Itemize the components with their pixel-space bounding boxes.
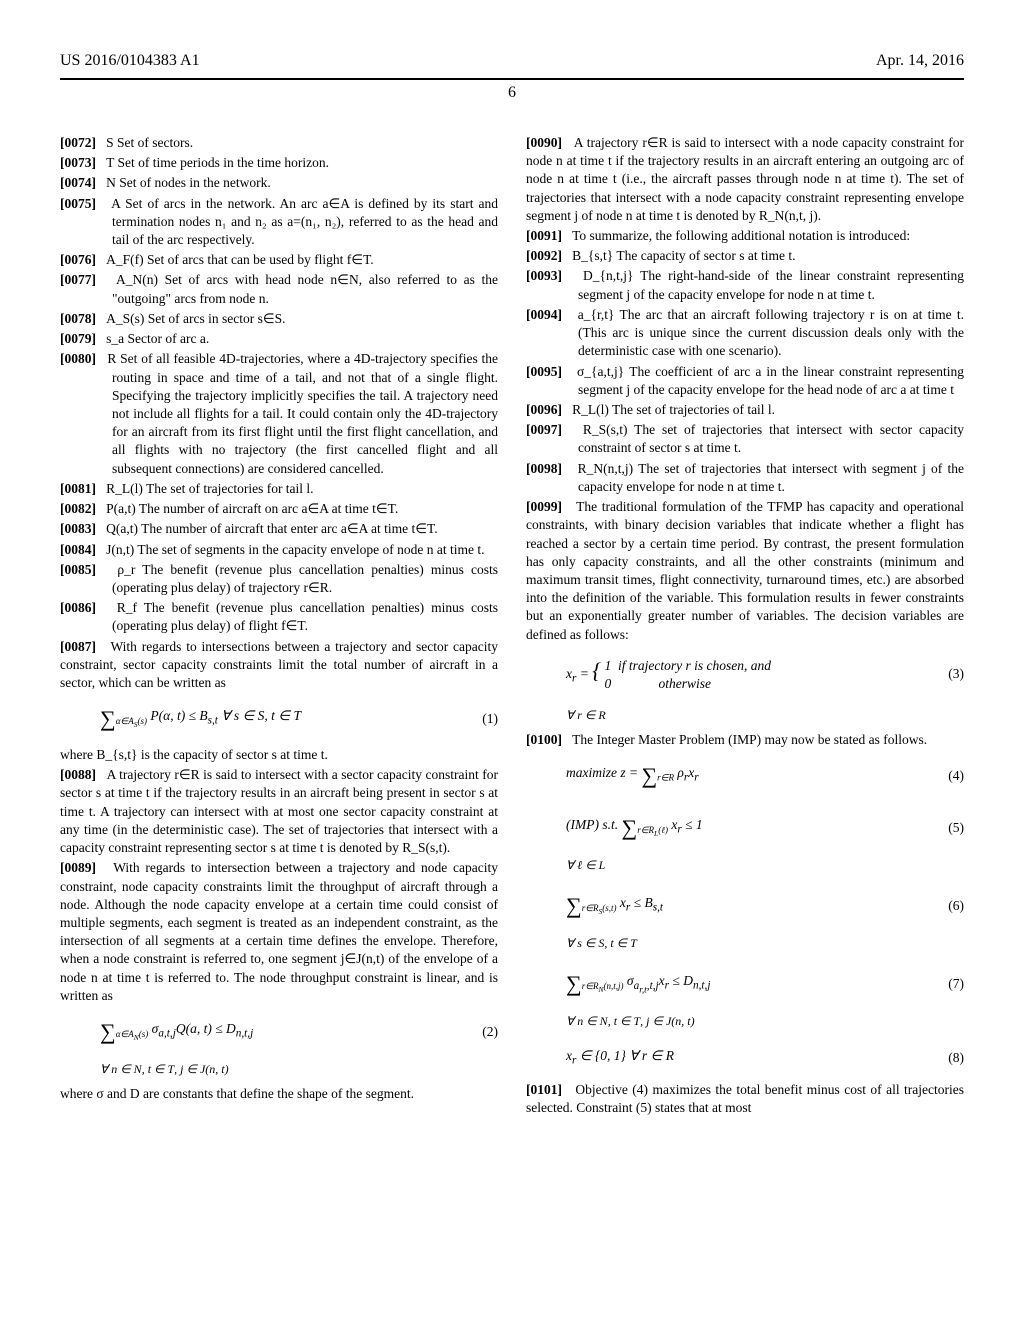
body-para: [0100] The Integer Master Problem (IMP) … bbox=[526, 731, 964, 749]
def-item: [0076] A_F(f) Set of arcs that can be us… bbox=[60, 251, 498, 269]
body-para: [0091] To summarize, the following addit… bbox=[526, 227, 964, 245]
publication-date: Apr. 14, 2016 bbox=[876, 50, 964, 72]
body-columns: [0072] S Set of sectors. [0073] T Set of… bbox=[60, 134, 964, 1117]
body-para: [0087] With regards to intersections bet… bbox=[60, 638, 498, 693]
body-para: [0088] A trajectory r∈R is said to inter… bbox=[60, 766, 498, 857]
equation-3: xr = { 1 if trajectory r is chosen, and0… bbox=[526, 646, 964, 703]
def-item: [0095] σ_{a,t,j} The coefficient of arc … bbox=[526, 363, 964, 399]
text: A_N(n) Set of arcs with head node n∈N, a… bbox=[112, 272, 498, 305]
eq-num: (7) bbox=[948, 975, 964, 993]
text: A trajectory r∈R is said to intersect wi… bbox=[60, 767, 498, 855]
text: Objective (4) maximizes the total benefi… bbox=[526, 1082, 964, 1115]
text: ρ_r The benefit (revenue plus cancellati… bbox=[112, 562, 498, 595]
def-item: [0093] D_{n,t,j} The right-hand-side of … bbox=[526, 267, 964, 303]
text: R_N(n,t,j) The set of trajectories that … bbox=[578, 461, 964, 494]
text: R_S(s,t) The set of trajectories that in… bbox=[578, 422, 964, 455]
def-item: [0072] S Set of sectors. bbox=[60, 134, 498, 152]
equation-5: (IMP) s.t. ∑r∈RL(ℓ) xr ≤ 1 (5) bbox=[526, 803, 964, 853]
equation-1: ∑α∈AS(s) P(α, t) ≤ Bs,t ∀ s ∈ S, t ∈ T (… bbox=[60, 694, 498, 744]
def-item: [0094] a_{r,t} The arc that an aircraft … bbox=[526, 306, 964, 361]
header-rule bbox=[60, 78, 964, 80]
text: A trajectory r∈R is said to intersect wi… bbox=[526, 135, 964, 223]
text: With regards to intersections between a … bbox=[60, 639, 498, 690]
equation-6: ∑r∈RS(s,t) xr ≤ Bs,t (6) bbox=[526, 881, 964, 931]
body-para: where B_{s,t} is the capacity of sector … bbox=[60, 746, 498, 764]
eq-cond: ∀ s ∈ S, t ∈ T bbox=[566, 935, 964, 951]
def-item: [0083] Q(a,t) The number of aircraft tha… bbox=[60, 520, 498, 538]
page-header: US 2016/0104383 A1 Apr. 14, 2016 bbox=[60, 50, 964, 72]
eq-cond: ∀ n ∈ N, t ∈ T, j ∈ J(n, t) bbox=[100, 1061, 498, 1077]
def-item: [0082] P(a,t) The number of aircraft on … bbox=[60, 500, 498, 518]
text: where σ and D are constants that define … bbox=[60, 1086, 414, 1101]
def-item: [0092] B_{s,t} The capacity of sector s … bbox=[526, 247, 964, 265]
equation-7: ∑r∈RN(n,t,j) σar,t,t,jxr ≤ Dn,t,j (7) bbox=[526, 959, 964, 1009]
equation-2: ∑α∈AN(s) σa,t,jQ(a, t) ≤ Dn,t,j (2) bbox=[60, 1007, 498, 1057]
text: R_L(l) The set of trajectories of tail l… bbox=[572, 402, 775, 417]
text: A Set of arcs in the network. An arc a∈A… bbox=[111, 196, 498, 247]
text: T Set of time periods in the time horizo… bbox=[106, 155, 329, 170]
text: The Integer Master Problem (IMP) may now… bbox=[572, 732, 927, 747]
def-item: [0078] A_S(s) Set of arcs in sector s∈S. bbox=[60, 310, 498, 328]
def-item: [0080] R Set of all feasible 4D-trajecto… bbox=[60, 350, 498, 478]
body-para: [0101] Objective (4) maximizes the total… bbox=[526, 1081, 964, 1117]
text: A_F(f) Set of arcs that can be used by f… bbox=[106, 252, 374, 267]
text: N Set of nodes in the network. bbox=[106, 175, 271, 190]
text: σ_{a,t,j} The coefficient of arc a in th… bbox=[577, 364, 964, 397]
def-item: [0075] A Set of arcs in the network. An … bbox=[60, 195, 498, 250]
equation-4: maximize z = ∑r∈R ρrxr (4) bbox=[526, 751, 964, 801]
body-para: where σ and D are constants that define … bbox=[60, 1085, 498, 1103]
text: S Set of sectors. bbox=[106, 135, 193, 150]
text: D_{n,t,j} The right-hand-side of the lin… bbox=[578, 268, 964, 301]
def-item: [0073] T Set of time periods in the time… bbox=[60, 154, 498, 172]
eq-num: (8) bbox=[948, 1049, 964, 1067]
text: R_f The benefit (revenue plus cancellati… bbox=[112, 600, 498, 633]
text: A_S(s) Set of arcs in sector s∈S. bbox=[106, 311, 285, 326]
body-para: [0090] A trajectory r∈R is said to inter… bbox=[526, 134, 964, 225]
text: Q(a,t) The number of aircraft that enter… bbox=[106, 521, 438, 536]
eq-num: (4) bbox=[948, 767, 964, 785]
eq-num: (1) bbox=[482, 710, 498, 728]
equation-8: xr ∈ {0, 1} ∀ r ∈ R (8) bbox=[526, 1037, 964, 1079]
text: With regards to intersection between a t… bbox=[60, 860, 498, 1003]
eq-cond: ∀ r ∈ R bbox=[566, 707, 964, 723]
text: J(n,t) The set of segments in the capaci… bbox=[106, 542, 484, 557]
def-item: [0085] ρ_r The benefit (revenue plus can… bbox=[60, 561, 498, 597]
body-para: [0099] The traditional formulation of th… bbox=[526, 498, 964, 644]
def-item: [0084] J(n,t) The set of segments in the… bbox=[60, 541, 498, 559]
def-item: [0081] R_L(l) The set of trajectories fo… bbox=[60, 480, 498, 498]
def-item: [0098] R_N(n,t,j) The set of trajectorie… bbox=[526, 460, 964, 496]
text: P(a,t) The number of aircraft on arc a∈A… bbox=[106, 501, 398, 516]
eq-cond: ∀ n ∈ N, t ∈ T, j ∈ J(n, t) bbox=[566, 1013, 964, 1029]
def-item: [0079] s_a Sector of arc a. bbox=[60, 330, 498, 348]
text: B_{s,t} The capacity of sector s at time… bbox=[572, 248, 795, 263]
eq-num: (3) bbox=[948, 665, 964, 683]
page-number: 6 bbox=[60, 82, 964, 104]
def-item: [0074] N Set of nodes in the network. bbox=[60, 174, 498, 192]
publication-number: US 2016/0104383 A1 bbox=[60, 50, 200, 72]
text: The traditional formulation of the TFMP … bbox=[526, 499, 964, 642]
def-item: [0086] R_f The benefit (revenue plus can… bbox=[60, 599, 498, 635]
text: s_a Sector of arc a. bbox=[106, 331, 209, 346]
text: R_L(l) The set of trajectories for tail … bbox=[106, 481, 313, 496]
text: To summarize, the following additional n… bbox=[572, 228, 910, 243]
def-item: [0097] R_S(s,t) The set of trajectories … bbox=[526, 421, 964, 457]
body-para: [0089] With regards to intersection betw… bbox=[60, 859, 498, 1005]
eq-cond: ∀ ℓ ∈ L bbox=[566, 857, 964, 873]
eq-num: (5) bbox=[948, 819, 964, 837]
eq-num: (2) bbox=[482, 1023, 498, 1041]
text: where B_{s,t} is the capacity of sector … bbox=[60, 747, 328, 762]
eq-num: (6) bbox=[948, 897, 964, 915]
text: a_{r,t} The arc that an aircraft followi… bbox=[578, 307, 964, 358]
def-item: [0096] R_L(l) The set of trajectories of… bbox=[526, 401, 964, 419]
def-item: [0077] A_N(n) Set of arcs with head node… bbox=[60, 271, 498, 307]
text: R Set of all feasible 4D-trajectories, w… bbox=[107, 351, 498, 475]
